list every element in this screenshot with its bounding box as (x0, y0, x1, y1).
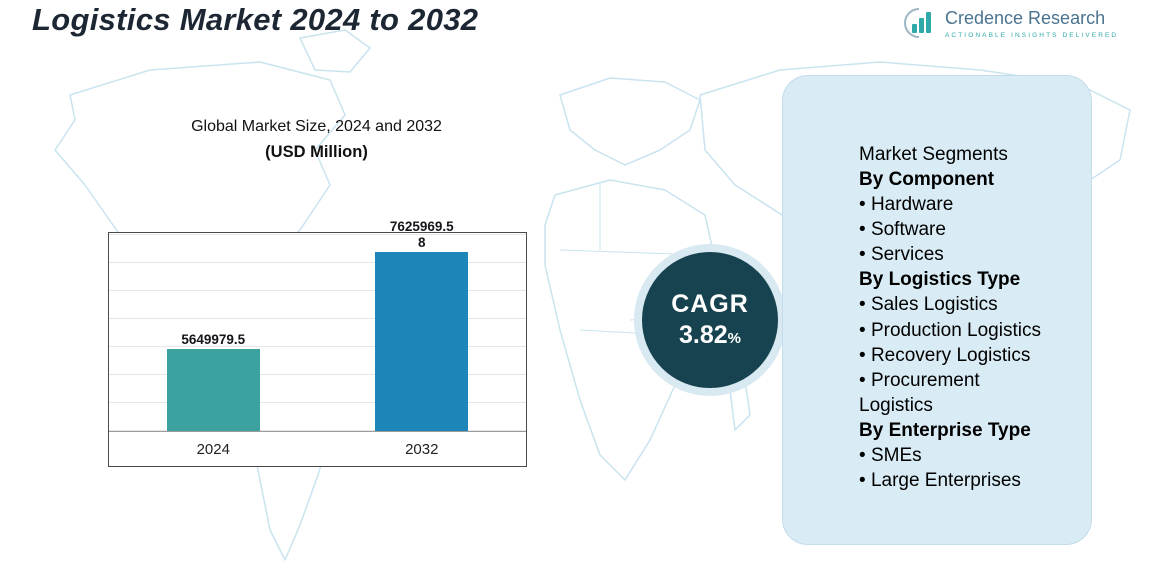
segment-item: Software (859, 217, 1049, 242)
brand-logo-text: Credence Research ACTIONABLE INSIGHTS DE… (945, 8, 1118, 39)
brand-tagline: ACTIONABLE INSIGHTS DELIVERED (945, 31, 1119, 39)
segment-item: SMEs (859, 443, 1049, 468)
chart-subtitle: (USD Million) (265, 143, 368, 161)
x-label-2032: 2032 (405, 441, 439, 458)
bar-chart: 5649979.5 7625969.58 2024 2032 (108, 219, 527, 467)
map-africa-borders (559, 182, 706, 336)
bar-2024-value-label: 5649979.5 (181, 332, 246, 348)
segment-item: Services (859, 242, 1049, 267)
cagr-label: CAGR (671, 290, 749, 318)
x-axis-labels: 2024 2032 (109, 432, 526, 466)
market-segments-panel: Market Segments By Component Hardware So… (782, 75, 1092, 545)
segment-group-header-component: By Component (859, 169, 995, 191)
brand-name: Credence Research (945, 7, 1106, 28)
segment-item: Production Logistics (859, 318, 1049, 343)
chart-title-block: Global Market Size, 2024 and 2032 (USD M… (108, 118, 525, 162)
bar-2032-value-label: 7625969.58 (389, 219, 454, 250)
cagr-value-line: 3.82% (679, 321, 741, 350)
segment-item: Recovery Logistics (859, 343, 1049, 368)
segment-item: Hardware (859, 192, 1049, 217)
chart-title: Global Market Size, 2024 and 2032 (191, 118, 442, 135)
bar-2032: 7625969.58 (375, 219, 469, 431)
cagr-badge: CAGR 3.82% (634, 244, 786, 396)
bar-2024: 5649979.5 (166, 332, 260, 431)
segments-heading: Market Segments (859, 144, 1008, 165)
segment-group-header-enterprise-type: By Enterprise Type (859, 419, 1031, 441)
bar-column-2032: 7625969.58 (318, 219, 527, 431)
bar-chart-logo-icon (904, 8, 931, 38)
segment-item: Large Enterprises (859, 468, 1049, 493)
map-africa (544, 179, 716, 481)
chart-plot-area: 5649979.5 7625969.58 (109, 219, 527, 432)
segment-item: Sales Logistics (859, 292, 1049, 317)
segment-group-header-logistics-type: By Logistics Type (859, 269, 1021, 291)
map-greenland (299, 29, 371, 73)
segment-item: Procurement Logistics (859, 368, 1049, 418)
brand-logo: Credence Research ACTIONABLE INSIGHTS DE… (903, 7, 1118, 39)
bar-column-2024: 5649979.5 (109, 233, 318, 431)
cagr-value: 3.82 (678, 321, 728, 349)
cagr-percent-sign: % (727, 330, 741, 347)
x-label-2024: 2024 (196, 441, 230, 458)
page-title: Logistics Market 2024 to 2032 (32, 2, 479, 37)
map-europe (559, 77, 701, 166)
